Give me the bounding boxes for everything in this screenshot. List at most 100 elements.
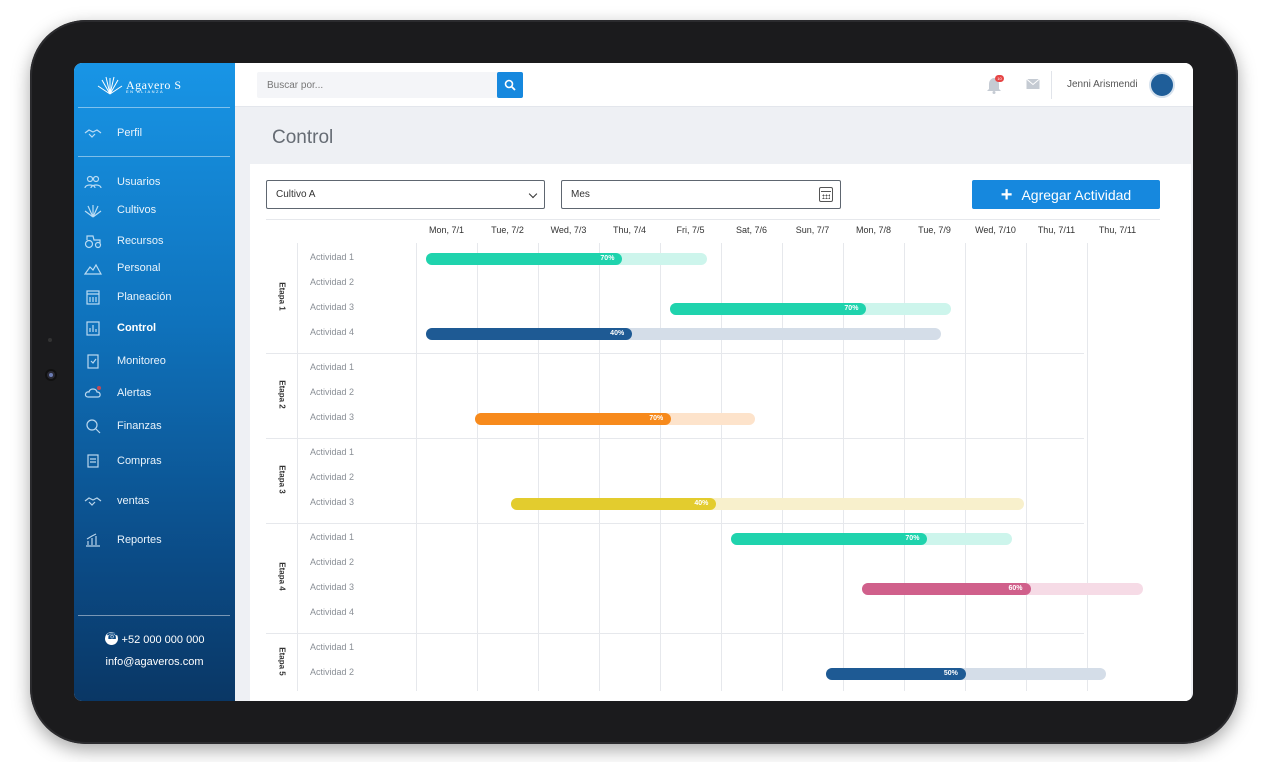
day-header: Wed, 7/10 bbox=[975, 225, 1016, 235]
brand-logo[interactable]: Agavero S bbox=[96, 73, 216, 97]
task-bar[interactable]: 70% bbox=[474, 413, 756, 425]
sensor-dot bbox=[48, 338, 52, 342]
task-progress bbox=[511, 498, 717, 510]
sidebar-divider bbox=[78, 156, 230, 157]
sidebar-divider bbox=[78, 107, 230, 108]
activity-label: Actividad 1 bbox=[310, 642, 355, 652]
day-gridline bbox=[782, 243, 783, 691]
activity-label: Actividad 3 bbox=[310, 302, 355, 312]
sidebar-item-reportes[interactable]: Reportes bbox=[84, 532, 162, 548]
task-progress-label: 70% bbox=[844, 305, 859, 312]
sidebar-item-alertas[interactable]: Alertas bbox=[84, 385, 151, 401]
contact-phone-text: +52 000 000 000 bbox=[121, 634, 205, 646]
task-bar[interactable]: 40% bbox=[511, 498, 1024, 510]
sidebar-item-planeacion[interactable]: Planeación bbox=[84, 289, 171, 305]
tractor-icon bbox=[84, 233, 102, 249]
sidebar-item-label: ventas bbox=[117, 495, 150, 507]
task-progress-label: 50% bbox=[943, 670, 958, 677]
task-bar[interactable]: 60% bbox=[862, 583, 1143, 595]
day-gridline bbox=[477, 243, 478, 691]
task-progress-label: 70% bbox=[600, 255, 615, 262]
task-bar[interactable]: 70% bbox=[731, 533, 1012, 545]
sidebar-item-cultivos[interactable]: Cultivos bbox=[84, 202, 156, 218]
sidebar-item-personal[interactable]: Personal bbox=[84, 260, 160, 276]
sidebar-item-ventas[interactable]: ventas bbox=[84, 493, 149, 509]
sidebar-item-control[interactable]: Control bbox=[84, 320, 156, 336]
sidebar-item-label: Usuarios bbox=[117, 176, 161, 188]
sidebar-item-usuarios[interactable]: Usuarios bbox=[84, 174, 160, 190]
task-bar[interactable]: 70% bbox=[426, 253, 707, 265]
sidebar-item-monitoreo[interactable]: Monitoreo bbox=[84, 353, 166, 369]
avatar[interactable] bbox=[1149, 72, 1175, 98]
day-gridline bbox=[1087, 243, 1088, 691]
alert-cloud-icon bbox=[84, 385, 102, 401]
notification-badge: 10 bbox=[995, 75, 1004, 82]
add-activity-label: Agregar Actividad bbox=[1021, 186, 1132, 203]
period-picker[interactable]: Mes bbox=[561, 180, 841, 209]
activity-label: Actividad 2 bbox=[310, 667, 355, 677]
search-bar bbox=[257, 72, 523, 98]
task-bar[interactable]: 50% bbox=[825, 668, 1107, 680]
stage-divider bbox=[266, 438, 1084, 439]
day-header: Mon, 7/8 bbox=[855, 225, 892, 235]
agave-logo-icon bbox=[97, 76, 123, 95]
report-icon bbox=[84, 532, 102, 548]
stage-divider bbox=[266, 633, 1084, 634]
activity-label: Actividad 3 bbox=[310, 582, 355, 592]
stage-label: Etapa 2 bbox=[277, 379, 287, 409]
sidebar-item-label: Personal bbox=[117, 262, 161, 274]
handshake-icon bbox=[84, 125, 102, 141]
sidebar-divider bbox=[78, 615, 230, 616]
sidebar-item-label: Alertas bbox=[117, 387, 152, 399]
activity-label: Actividad 1 bbox=[310, 252, 355, 262]
day-header: Fri, 7/5 bbox=[676, 225, 705, 235]
contact-email[interactable]: info@agaveros.com bbox=[105, 656, 204, 668]
activity-label: Actividad 1 bbox=[310, 447, 355, 457]
sidebar-item-compras[interactable]: Compras bbox=[84, 453, 162, 469]
day-gridline bbox=[843, 243, 844, 691]
deal-icon bbox=[84, 493, 102, 509]
crop-select[interactable]: Cultivo A bbox=[266, 180, 545, 209]
search-input[interactable] bbox=[257, 72, 497, 98]
task-progress-label: 40% bbox=[610, 330, 625, 337]
user-name[interactable]: Jenni Arismendi bbox=[1067, 79, 1138, 90]
search-button[interactable] bbox=[497, 72, 523, 98]
day-header: Mon, 7/1 bbox=[428, 225, 465, 235]
stage-label: Etapa 1 bbox=[277, 282, 287, 311]
calendar-icon bbox=[819, 187, 833, 202]
period-value: Mes bbox=[571, 189, 590, 200]
day-gridline bbox=[660, 243, 661, 691]
chart-icon bbox=[84, 320, 102, 336]
sidebar-item-perfil[interactable]: Perfil bbox=[84, 125, 142, 141]
stage-divider bbox=[266, 523, 1084, 524]
activity-label: Actividad 1 bbox=[310, 362, 355, 372]
top-header: 10 Jenni Arismendi bbox=[235, 63, 1193, 107]
task-bar[interactable]: 70% bbox=[670, 303, 951, 315]
sidebar-item-label: Recursos bbox=[117, 235, 164, 247]
control-panel: Cultivo A Mes + Agregar Actividad Mon, 7… bbox=[250, 164, 1191, 701]
sidebar-item-recursos[interactable]: Recursos bbox=[84, 233, 163, 249]
sidebar-item-label: Compras bbox=[117, 455, 162, 467]
activity-label: Actividad 3 bbox=[310, 497, 355, 507]
chevron-down-icon bbox=[528, 189, 538, 199]
stage-label: Etapa 3 bbox=[277, 464, 287, 494]
brand-name: Agavero S bbox=[126, 78, 182, 92]
day-header: Tue, 7/9 bbox=[918, 225, 951, 235]
task-bar[interactable]: 40% bbox=[426, 328, 942, 340]
sidebar-item-label: Monitoreo bbox=[117, 355, 166, 367]
day-gridline bbox=[1026, 243, 1027, 691]
task-progress bbox=[670, 303, 867, 315]
sidebar-item-finanzas[interactable]: Finanzas bbox=[84, 418, 162, 434]
stage-label: Etapa 4 bbox=[277, 562, 287, 591]
activity-label: Actividad 4 bbox=[310, 607, 355, 617]
mail-icon[interactable] bbox=[1026, 78, 1040, 90]
activity-label: Actividad 2 bbox=[310, 387, 355, 397]
day-gridline bbox=[904, 243, 905, 691]
task-progress bbox=[825, 668, 966, 680]
sidebar-item-label: Reportes bbox=[117, 534, 162, 546]
task-progress bbox=[426, 328, 633, 340]
sidebar-item-label: Finanzas bbox=[117, 420, 162, 432]
contact-phone[interactable]: +52 000 000 000 bbox=[74, 631, 235, 646]
add-activity-button[interactable]: + Agregar Actividad bbox=[972, 180, 1160, 209]
users-icon bbox=[84, 174, 102, 190]
